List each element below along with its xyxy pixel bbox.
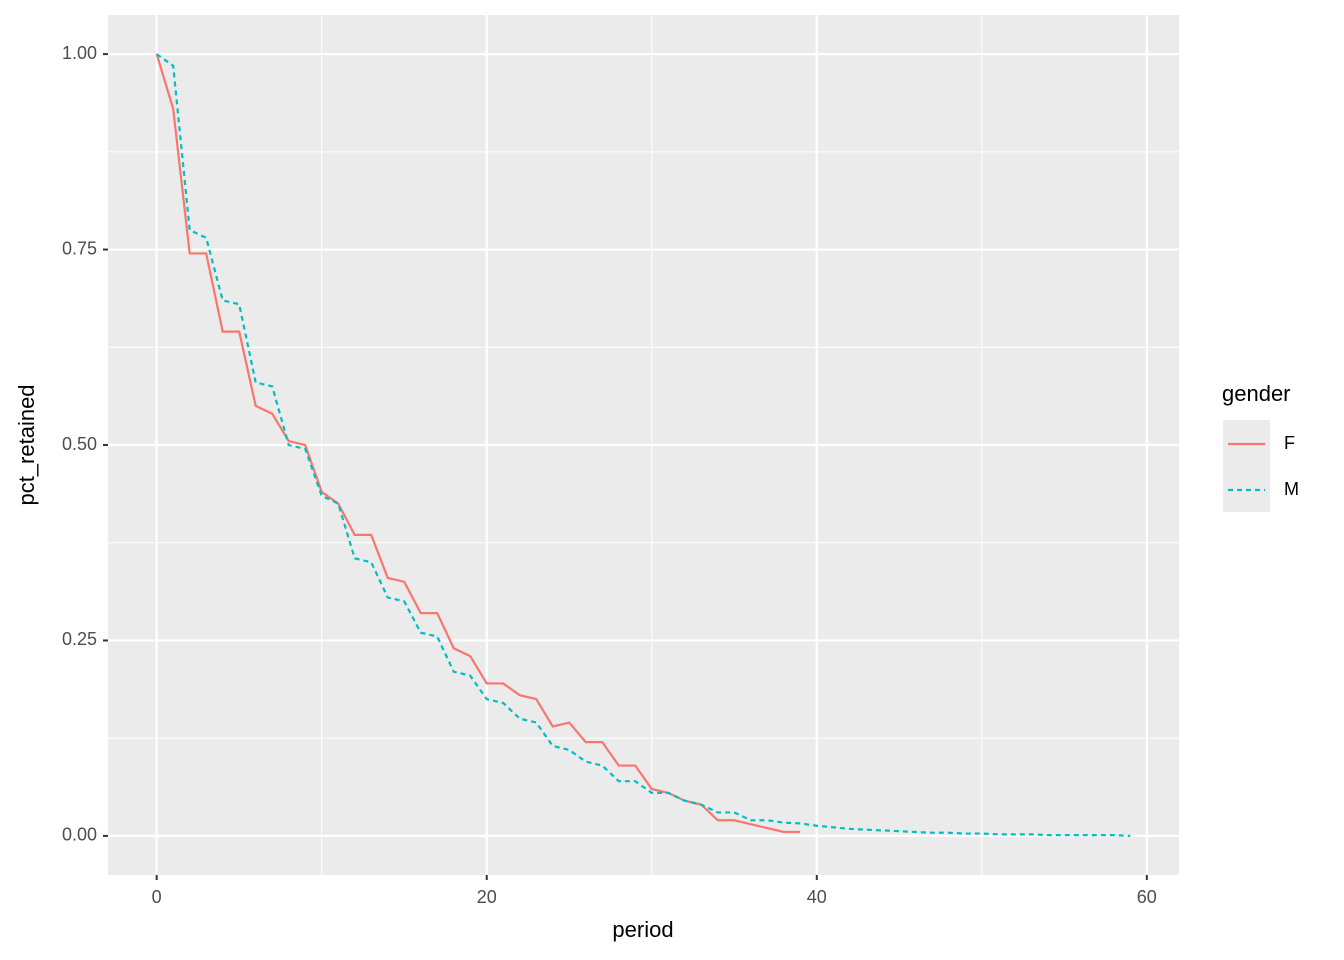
y-axis-title: pct_retained: [14, 384, 39, 505]
x-tick-label: 40: [807, 887, 827, 907]
y-tick-label: 0.00: [62, 825, 97, 845]
grid: [108, 15, 1179, 875]
x-tick-label: 60: [1137, 887, 1157, 907]
lines: [155, 53, 1131, 838]
y-tick-label: 0.75: [62, 238, 97, 258]
legend: gender F M: [1222, 381, 1299, 512]
y-tick-label: 0.50: [62, 434, 97, 454]
x-axis-title: period: [612, 917, 673, 942]
x-tick-label: 0: [152, 887, 162, 907]
series-line: [156, 53, 1131, 838]
x-tick-label: 20: [477, 887, 497, 907]
legend-keys-bg: [1223, 420, 1270, 512]
legend-title: gender: [1222, 381, 1291, 406]
axes: 0 20 40 60 0.00 0.25 0.50 0.75 1.00: [62, 43, 1157, 907]
y-tick-label: 1.00: [62, 43, 97, 63]
legend-label: F: [1284, 433, 1295, 453]
y-tick-label: 0.25: [62, 629, 97, 649]
legend-label: M: [1284, 479, 1299, 499]
